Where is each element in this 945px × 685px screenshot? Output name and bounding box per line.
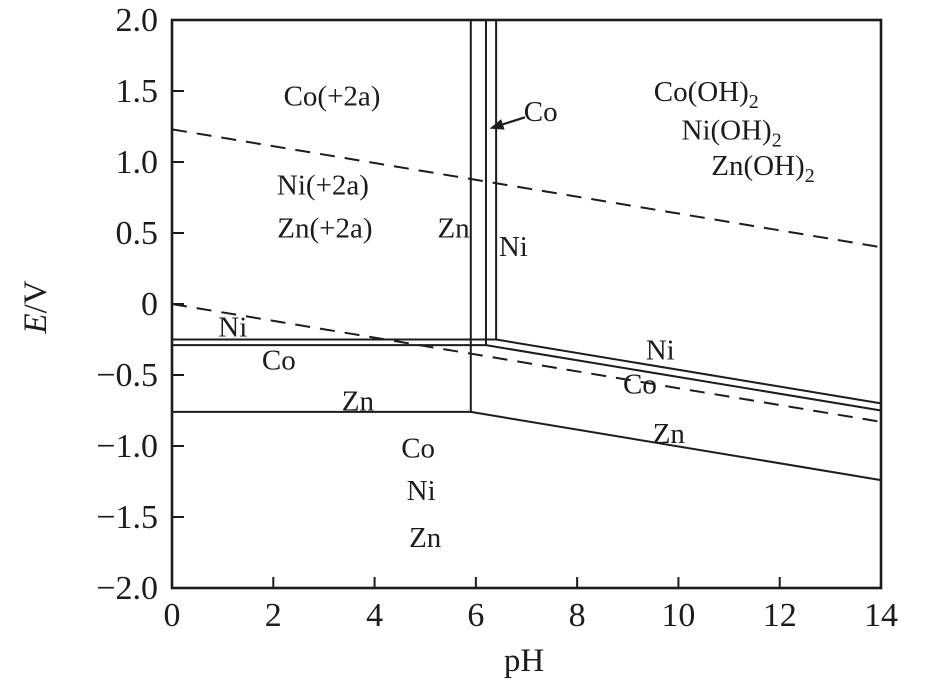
label-zn-aqueous: Zn(+2a) — [277, 212, 372, 244]
label-co-left: Co — [262, 344, 296, 376]
x-tick-label: 10 — [661, 597, 695, 634]
label-zn-right: Zn — [653, 418, 686, 450]
label-ni-vertical: Ni — [499, 231, 528, 263]
series-oxygen-line-dashed — [171, 128, 882, 249]
label-zn-immunity: Zn — [409, 522, 442, 554]
x-tick-label: 8 — [569, 597, 586, 634]
co-vertical-annotation-arrow-line — [502, 116, 526, 126]
series-zn-metal-boundary — [172, 410, 882, 482]
y-axis-title: E/V — [18, 280, 54, 334]
label-ni-left: Ni — [218, 312, 247, 344]
y-tick-label: −1.5 — [96, 499, 158, 536]
label-ni-right: Ni — [646, 334, 675, 366]
series-hydrogen-line-dashed — [171, 303, 882, 423]
y-tick-label: 1.0 — [116, 144, 159, 181]
y-tick-label: 0 — [141, 286, 158, 323]
label-ni-hydroxide: Ni(OH)2 — [682, 114, 782, 151]
x-tick-label: 6 — [467, 597, 484, 634]
co-vertical-annotation-arrowhead-icon — [489, 119, 505, 130]
label-co-immunity: Co — [401, 432, 435, 464]
x-tick-label: 14 — [864, 597, 898, 634]
x-tick-label: 2 — [265, 597, 282, 634]
y-tick-label: 1.5 — [116, 73, 159, 110]
label-zn-hydroxide: Zn(OH)2 — [711, 150, 814, 187]
y-tick-label: −2.0 — [96, 570, 158, 607]
x-tick-label: 4 — [366, 597, 383, 634]
y-tick-label: 0.5 — [116, 215, 159, 252]
x-tick-label: 0 — [164, 597, 181, 634]
label-zn-left: Zn — [342, 386, 375, 418]
label-co-right: Co — [623, 369, 657, 401]
co-vertical-annotation-label: Co — [524, 96, 558, 128]
label-zn-vertical: Zn — [437, 212, 470, 244]
label-co-aqueous: Co(+2a) — [284, 80, 381, 112]
x-tick-label: 12 — [763, 597, 797, 634]
label-ni-aqueous: Ni(+2a) — [277, 170, 369, 202]
label-ni-immunity: Ni — [407, 475, 436, 507]
y-tick-label: 2.0 — [116, 2, 159, 39]
y-tick-label: −0.5 — [96, 357, 158, 394]
x-axis-title: pH — [504, 643, 544, 679]
y-tick-label: −1.0 — [96, 428, 158, 465]
label-co-hydroxide: Co(OH)2 — [654, 76, 759, 113]
